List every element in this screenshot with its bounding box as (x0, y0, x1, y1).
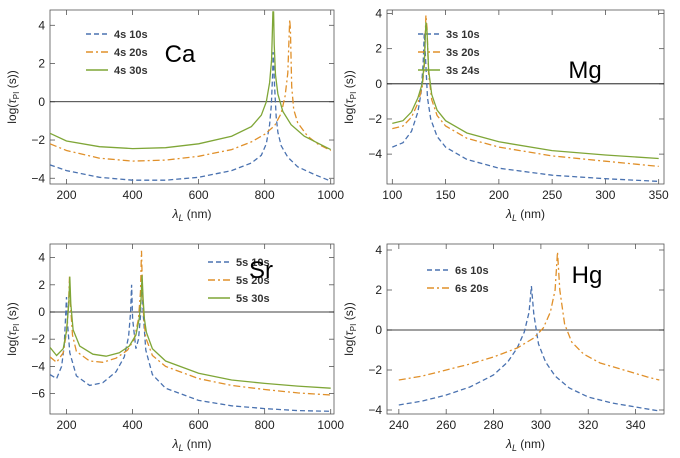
y-tick-label: 2 (375, 283, 382, 297)
x-tick-label: 800 (255, 418, 275, 432)
legend-label: 4s 30s (114, 65, 148, 77)
x-tick-label: 340 (626, 418, 646, 432)
legend-label: 5s 20s (236, 275, 270, 287)
x-tick-label: 200 (56, 418, 76, 432)
x-axis-label: λL (nm) (505, 207, 545, 223)
panel-mg: 100 150 200 250 300 350 −4 −2 0 2 4 3s 10s 3s 20s 3s … (342, 7, 669, 223)
plot-frame (386, 9, 665, 185)
y-tick-label: 0 (375, 77, 382, 91)
y-tick-label: −6 (31, 387, 45, 401)
x-axis-label: λL (nm) (505, 437, 545, 453)
x-tick-label: 280 (484, 418, 504, 432)
y-tick-label: −2 (31, 332, 45, 346)
legend-label: 4s 20s (114, 47, 148, 59)
legend-label: 3s 24s (446, 65, 480, 77)
y-tick-label: −2 (368, 363, 382, 377)
series-line-6s-10s (398, 285, 660, 412)
element-label: Mg (568, 57, 601, 84)
y-tick-label: 2 (375, 42, 382, 56)
y-axis-label: log(τPI (s)) (5, 70, 21, 123)
x-tick-label: 600 (189, 188, 209, 202)
legend-label: 5s 10s (236, 257, 270, 269)
y-tick-label: 2 (38, 278, 45, 292)
y-tick-label: −4 (368, 403, 382, 417)
y-tick-label: 2 (38, 57, 45, 71)
y-axis-label: log(τPI (s)) (5, 302, 21, 355)
plot-frame (49, 243, 335, 415)
x-tick-label: 1000 (317, 188, 344, 202)
x-tick-label: 300 (595, 188, 615, 202)
element-label: Hg (572, 262, 603, 289)
x-tick-label: 400 (123, 188, 143, 202)
x-tick-label: 100 (382, 188, 402, 202)
x-axis-label: λL (nm) (172, 207, 212, 223)
x-tick-label: 200 (489, 188, 509, 202)
y-tick-label: 4 (38, 18, 45, 32)
y-axis-label: log(τPI (s)) (342, 302, 358, 355)
x-tick-label: 300 (531, 418, 551, 432)
y-tick-label: −2 (368, 112, 382, 126)
series-line-4s-10s (50, 52, 331, 182)
x-tick-label: 600 (189, 418, 209, 432)
legend-label: 6s 10s (455, 265, 489, 277)
y-tick-label: −2 (31, 133, 45, 147)
series-line-5s-20s (50, 250, 331, 396)
series-line-3s-10s (392, 32, 659, 183)
series-line-3s-24s (392, 22, 659, 160)
y-tick-label: 0 (38, 95, 45, 109)
element-label: Sr (249, 257, 273, 284)
plot-frame (386, 243, 665, 415)
y-tick-label: 4 (375, 7, 382, 21)
legend-label: 3s 20s (446, 47, 480, 59)
y-tick-label: 4 (38, 251, 45, 265)
x-tick-label: 250 (542, 188, 562, 202)
y-tick-label: −4 (31, 359, 45, 373)
panel-hg: 240 260 280 300 320 340 −4 −2 0 2 4 6s 10s 6s 20s Hg λ… (342, 243, 665, 453)
y-axis-label: log(τPI (s)) (342, 70, 358, 123)
series-line-5s-10s (50, 277, 331, 412)
x-tick-label: 350 (649, 188, 669, 202)
legend-label: 3s 10s (446, 29, 480, 41)
y-tick-label: 0 (38, 305, 45, 319)
y-tick-label: 4 (375, 243, 382, 257)
y-tick-label: −4 (368, 147, 382, 161)
series-line-6s-20s (398, 251, 660, 381)
series-line-4s-20s (50, 19, 331, 162)
plot-frame (49, 9, 335, 185)
x-tick-label: 150 (436, 188, 456, 202)
panel-sr: 200 400 600 800 1000 −6 −4 −2 0 2 4 5s 10s 5s 20s 5s … (5, 243, 344, 453)
y-tick-label: 0 (375, 323, 382, 337)
x-axis-label: λL (nm) (172, 437, 212, 453)
x-tick-label: 320 (578, 418, 598, 432)
x-tick-label: 800 (255, 188, 275, 202)
x-tick-label: 400 (123, 418, 143, 432)
legend-label: 4s 10s (114, 29, 148, 41)
x-tick-label: 200 (56, 188, 76, 202)
legend-label: 6s 20s (455, 283, 489, 295)
series-line-3s-20s (392, 15, 659, 168)
series-line-4s-30s (50, 11, 331, 151)
x-tick-label: 260 (436, 418, 456, 432)
panel-ca: 200 400 600 800 1000 −4 −2 0 2 4 4s 10s 4s 20s 4s 30… (5, 9, 344, 223)
x-tick-label: 1000 (317, 418, 344, 432)
y-tick-label: −4 (31, 171, 45, 185)
legend-label: 5s 30s (236, 293, 270, 305)
x-tick-label: 240 (389, 418, 409, 432)
element-label: Ca (165, 41, 196, 68)
series-line-5s-30s (50, 275, 331, 389)
